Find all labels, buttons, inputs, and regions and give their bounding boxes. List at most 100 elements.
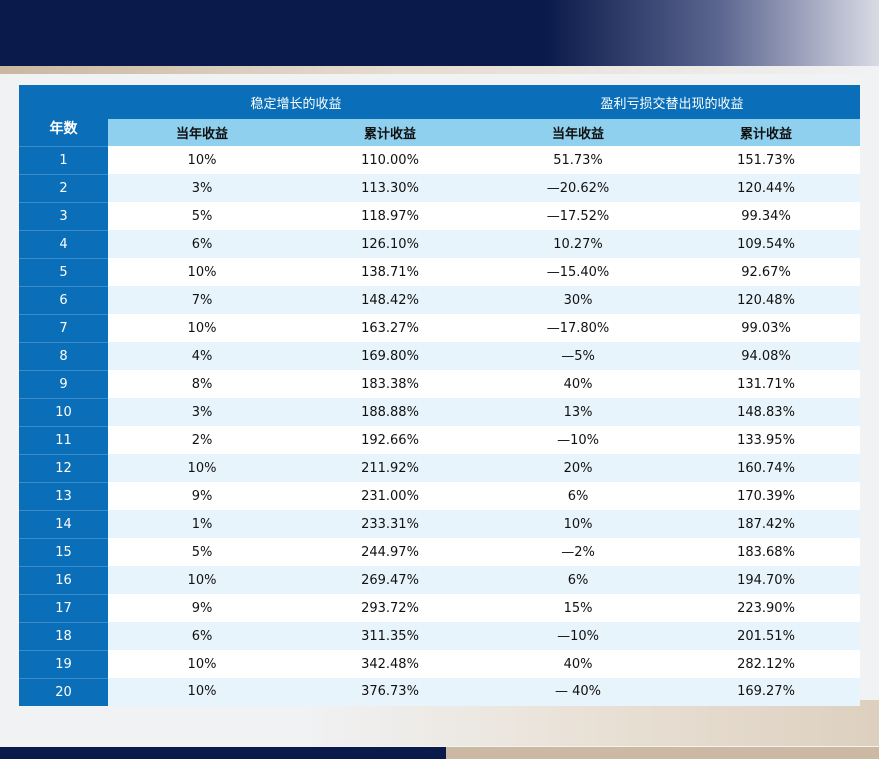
- alternating-annual-cell: 15%: [484, 594, 673, 622]
- table-row: 17 9% 293.72% 15% 223.90%: [19, 593, 861, 622]
- year-cell: 12: [19, 453, 108, 482]
- steady-annual-cell: 2%: [108, 426, 296, 454]
- steady-annual-cell: 4%: [108, 342, 296, 370]
- alternating-annual-cell: —5%: [484, 342, 673, 370]
- alternating-annual-cell: 51.73%: [484, 146, 673, 174]
- alternating-cumulative-cell: 99.03%: [672, 314, 861, 342]
- alternating-annual-cell: —17.52%: [484, 202, 673, 230]
- alternating-annual-cell: 10.27%: [484, 230, 673, 258]
- steady-cumulative-cell: 188.88%: [296, 398, 485, 426]
- steady-annual-cell: 10%: [108, 678, 296, 706]
- alternating-annual-cell: —17.80%: [484, 314, 673, 342]
- table-row: 1 10% 110.00% 51.73% 151.73%: [19, 145, 861, 174]
- steady-cumulative-cell: 244.97%: [296, 538, 485, 566]
- year-cell: 10: [19, 397, 108, 426]
- steady-cumulative-cell: 113.30%: [296, 174, 485, 202]
- steady-annual-cell: 9%: [108, 482, 296, 510]
- steady-annual-cell: 10%: [108, 650, 296, 678]
- alternating-annual-cell: 40%: [484, 370, 673, 398]
- table-header-row: 年数 稳定增长的收益 盈利亏损交替出现的收益: [19, 85, 861, 146]
- alternating-cumulative-cell: 99.34%: [672, 202, 861, 230]
- year-cell: 20: [19, 677, 108, 706]
- steady-cumulative-cell: 148.42%: [296, 286, 485, 314]
- year-column-header: 年数: [19, 85, 108, 146]
- table-row: 13 9% 231.00% 6% 170.39%: [19, 481, 861, 510]
- alternating-annual-cell: —10%: [484, 426, 673, 454]
- bottom-bar-navy: [0, 747, 446, 759]
- year-cell: 8: [19, 341, 108, 370]
- alternating-cumulative-cell: 223.90%: [672, 594, 861, 622]
- alternating-annual-cell: — 40%: [484, 678, 673, 706]
- alternating-cumulative-cell: 187.42%: [672, 510, 861, 538]
- alternating-cumulative-cell: 194.70%: [672, 566, 861, 594]
- alternating-cumulative-cell: 94.08%: [672, 342, 861, 370]
- table-row: 7 10% 163.27% —17.80% 99.03%: [19, 313, 861, 342]
- table-row: 10 3% 188.88% 13% 148.83%: [19, 397, 861, 426]
- steady-annual-cell: 10%: [108, 146, 296, 174]
- alternating-annual-cell: —15.40%: [484, 258, 673, 286]
- year-cell: 17: [19, 593, 108, 622]
- year-cell: 6: [19, 285, 108, 314]
- alternating-cumulative-cell: 109.54%: [672, 230, 861, 258]
- table-row: 11 2% 192.66% —10% 133.95%: [19, 425, 861, 454]
- steady-cumulative-cell: 183.38%: [296, 370, 485, 398]
- alternating-cumulative-header: 累计收益: [672, 119, 861, 146]
- steady-annual-cell: 8%: [108, 370, 296, 398]
- table-body: 1 10% 110.00% 51.73% 151.73% 2 3% 113.30% —20.62…: [19, 145, 861, 706]
- table-row: 19 10% 342.48% 40% 282.12%: [19, 649, 861, 678]
- alternating-annual-cell: 6%: [484, 566, 673, 594]
- alternating-annual-cell: —20.62%: [484, 174, 673, 202]
- steady-annual-cell: 5%: [108, 538, 296, 566]
- steady-annual-cell: 10%: [108, 454, 296, 482]
- alternating-cumulative-cell: 120.48%: [672, 286, 861, 314]
- steady-cumulative-header: 累计收益: [296, 119, 485, 146]
- alternating-annual-cell: 13%: [484, 398, 673, 426]
- year-cell: 13: [19, 481, 108, 510]
- alternating-annual-cell: 6%: [484, 482, 673, 510]
- steady-annual-header: 当年收益: [108, 119, 296, 146]
- steady-cumulative-cell: 231.00%: [296, 482, 485, 510]
- year-cell: 1: [19, 145, 108, 174]
- year-cell: 9: [19, 369, 108, 398]
- table-row: 2 3% 113.30% —20.62% 120.44%: [19, 173, 861, 202]
- alternating-cumulative-cell: 151.73%: [672, 146, 861, 174]
- steady-annual-cell: 10%: [108, 314, 296, 342]
- alternating-cumulative-cell: 170.39%: [672, 482, 861, 510]
- steady-cumulative-cell: 192.66%: [296, 426, 485, 454]
- year-cell: 18: [19, 621, 108, 650]
- table-row: 5 10% 138.71% —15.40% 92.67%: [19, 257, 861, 286]
- year-cell: 11: [19, 425, 108, 454]
- table-row: 6 7% 148.42% 30% 120.48%: [19, 285, 861, 314]
- steady-annual-cell: 10%: [108, 258, 296, 286]
- steady-cumulative-cell: 118.97%: [296, 202, 485, 230]
- steady-cumulative-cell: 138.71%: [296, 258, 485, 286]
- alternating-cumulative-cell: 131.71%: [672, 370, 861, 398]
- steady-annual-cell: 10%: [108, 566, 296, 594]
- alternating-cumulative-cell: 282.12%: [672, 650, 861, 678]
- steady-cumulative-cell: 126.10%: [296, 230, 485, 258]
- steady-annual-cell: 1%: [108, 510, 296, 538]
- steady-cumulative-cell: 163.27%: [296, 314, 485, 342]
- alternating-cumulative-cell: 183.68%: [672, 538, 861, 566]
- steady-cumulative-cell: 342.48%: [296, 650, 485, 678]
- steady-annual-cell: 7%: [108, 286, 296, 314]
- table-row: 15 5% 244.97% —2% 183.68%: [19, 537, 861, 566]
- table-row: 4 6% 126.10% 10.27% 109.54%: [19, 229, 861, 258]
- year-cell: 15: [19, 537, 108, 566]
- steady-annual-cell: 3%: [108, 398, 296, 426]
- table-subheader-row: 当年收益 累计收益 当年收益 累计收益: [19, 119, 861, 146]
- alternating-cumulative-cell: 92.67%: [672, 258, 861, 286]
- alternating-cumulative-cell: 160.74%: [672, 454, 861, 482]
- year-cell: 3: [19, 201, 108, 230]
- table-row: 18 6% 311.35% —10% 201.51%: [19, 621, 861, 650]
- steady-annual-cell: 5%: [108, 202, 296, 230]
- steady-cumulative-cell: 311.35%: [296, 622, 485, 650]
- returns-table: 年数 稳定增长的收益 盈利亏损交替出现的收益 当年收益 累计收益 当年收益 累计…: [19, 85, 861, 706]
- table-row: 8 4% 169.80% —5% 94.08%: [19, 341, 861, 370]
- year-cell: 7: [19, 313, 108, 342]
- steady-annual-cell: 9%: [108, 594, 296, 622]
- table-row: 20 10% 376.73% — 40% 169.27%: [19, 677, 861, 706]
- year-cell: 16: [19, 565, 108, 594]
- steady-annual-cell: 6%: [108, 622, 296, 650]
- steady-annual-cell: 3%: [108, 174, 296, 202]
